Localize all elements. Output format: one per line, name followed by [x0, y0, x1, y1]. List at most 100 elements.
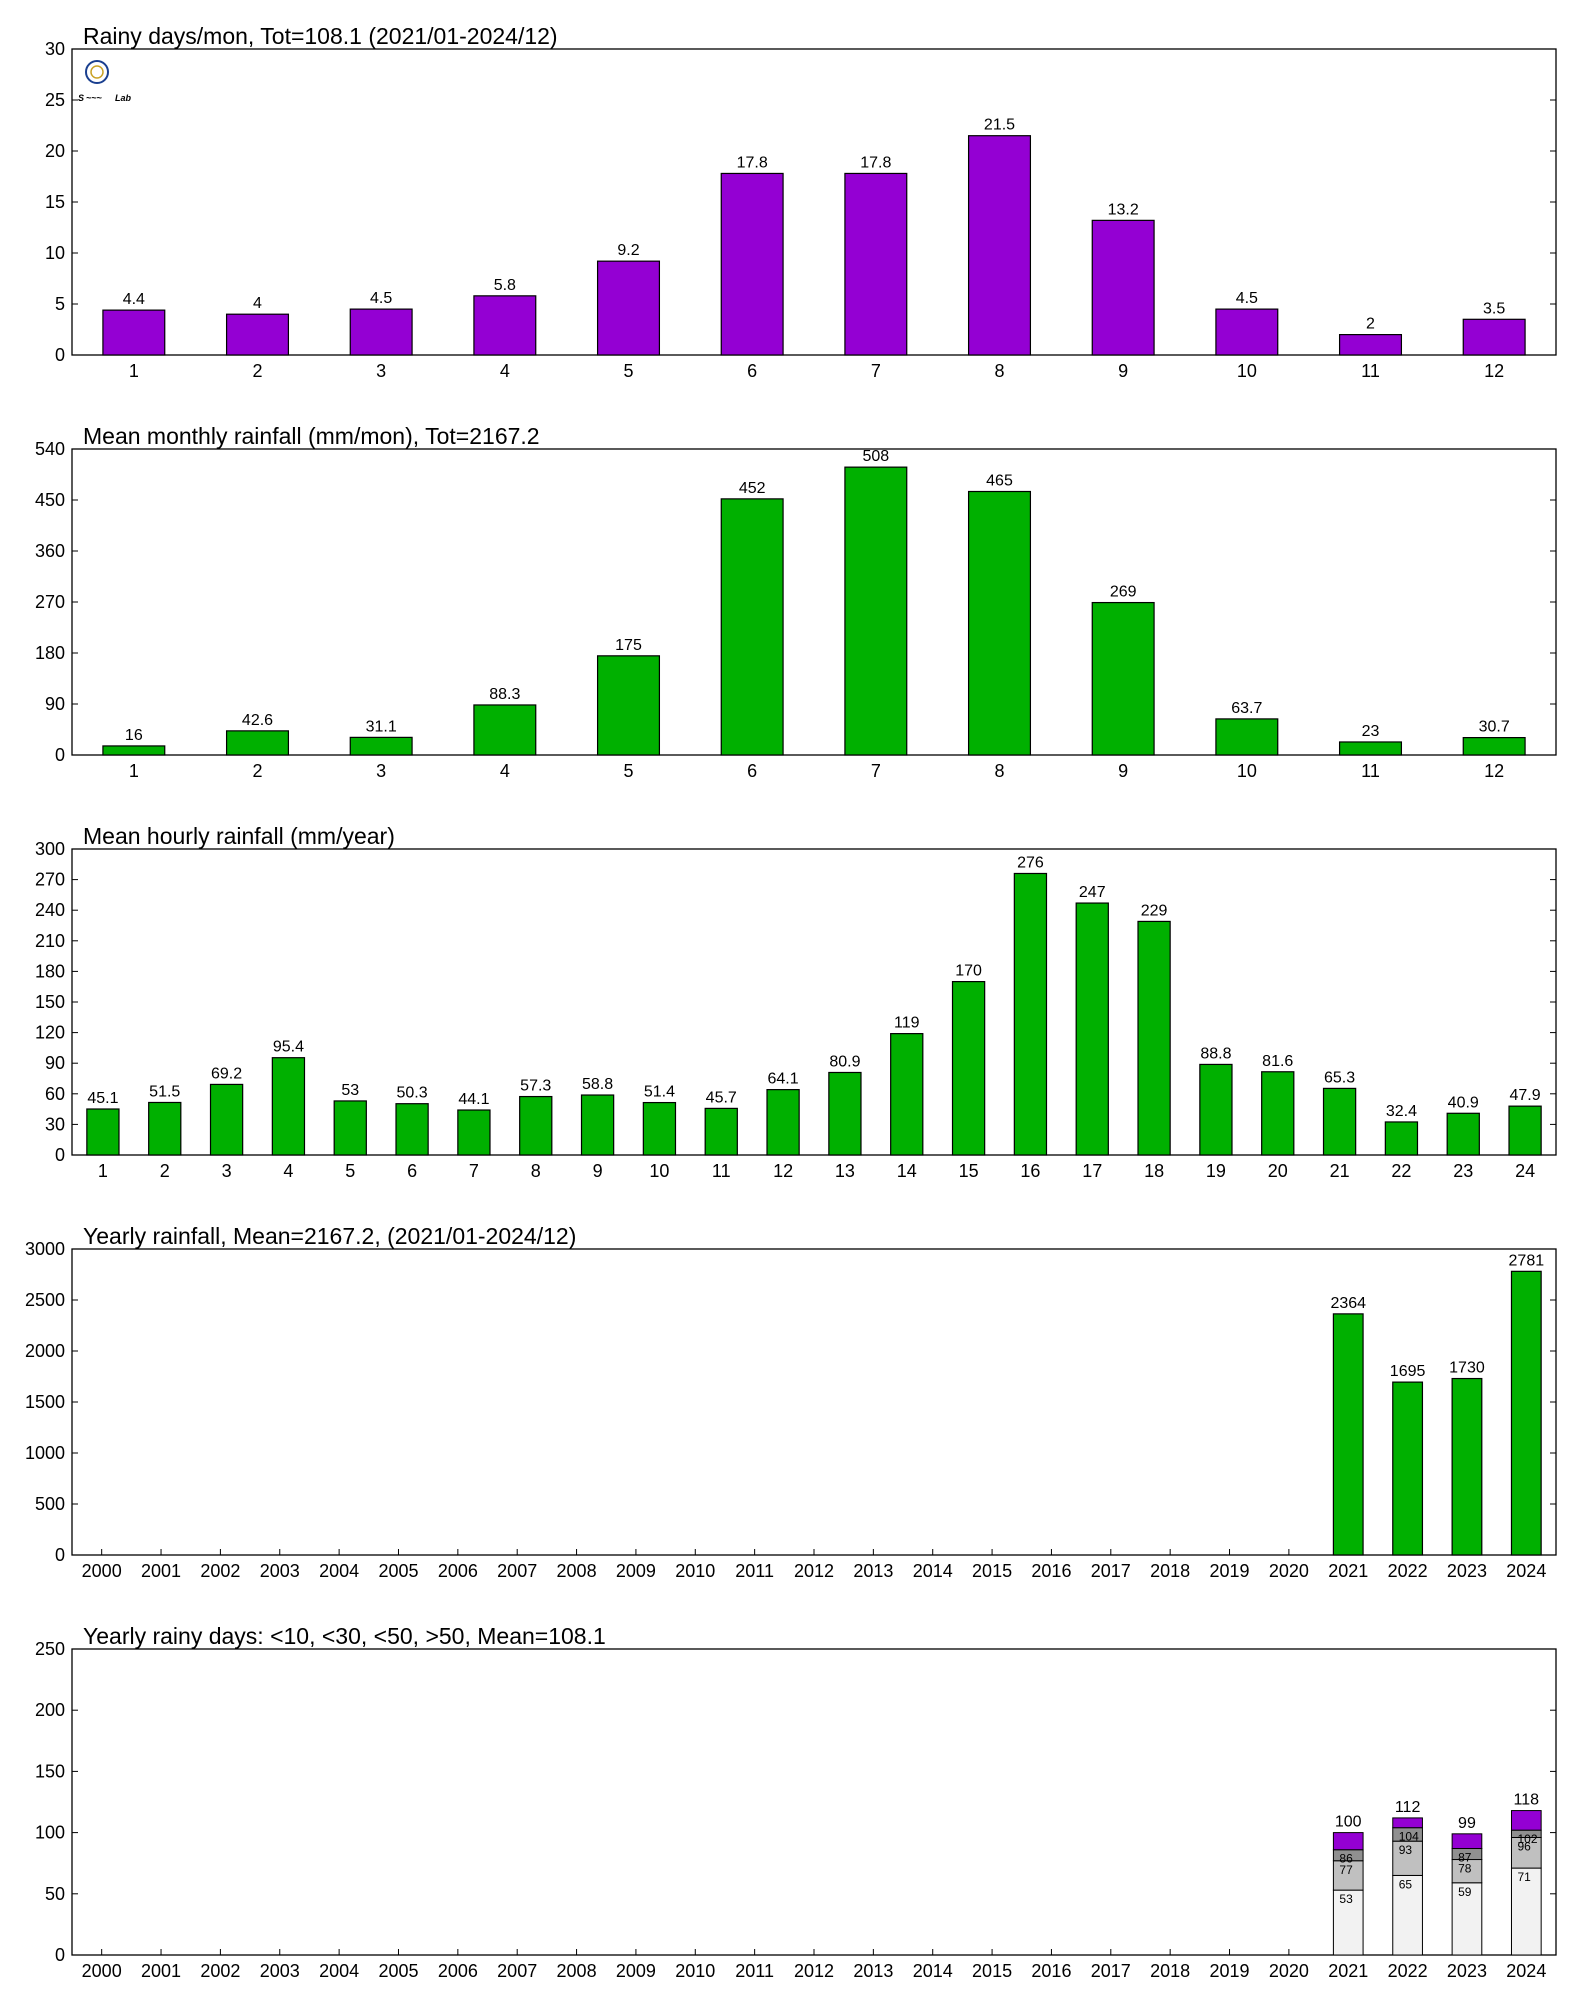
y-tick-label: 150 — [35, 1761, 65, 1781]
data-label: 58.8 — [582, 1076, 613, 1093]
x-tick-label: 7 — [871, 761, 881, 781]
stacked-bar-segment — [1451, 1833, 1483, 1850]
y-tick-label: 3000 — [25, 1239, 65, 1259]
data-label: 2364 — [1330, 1295, 1366, 1312]
y-tick-label: 100 — [35, 1823, 65, 1843]
bar — [1261, 1071, 1295, 1156]
data-label: 2781 — [1509, 1252, 1545, 1269]
logo-text-mid: ~~~ — [86, 93, 103, 103]
x-tick-label: 19 — [1206, 1161, 1226, 1181]
data-label: 2 — [1366, 316, 1375, 333]
stacked-bar-segment — [1510, 1836, 1542, 1869]
data-label: 44.1 — [458, 1091, 489, 1108]
data-label: 170 — [955, 963, 982, 980]
y-tick-label: 500 — [35, 1494, 65, 1514]
x-tick-label: 13 — [835, 1161, 855, 1181]
segment-label: 102 — [1517, 1832, 1537, 1846]
x-tick-label: 20 — [1268, 1161, 1288, 1181]
y-tick-label: 150 — [35, 992, 65, 1012]
x-tick-label: 2005 — [378, 1561, 418, 1581]
data-label: 269 — [1110, 584, 1137, 601]
x-tick-label: 21 — [1330, 1161, 1350, 1181]
segment-label: 59 — [1458, 1885, 1472, 1899]
x-tick-label: 2010 — [675, 1961, 715, 1981]
bar — [1338, 334, 1403, 356]
x-tick-label: 6 — [747, 361, 757, 381]
x-tick-label: 2020 — [1269, 1561, 1309, 1581]
data-label: 65.3 — [1324, 1069, 1355, 1086]
x-tick-label: 3 — [376, 361, 386, 381]
data-label: 64.1 — [768, 1071, 799, 1088]
station-logo: S ~~~ Lab — [78, 60, 132, 103]
bar — [1508, 1105, 1542, 1156]
x-tick-label: 5 — [623, 761, 633, 781]
x-tick-label: 2003 — [260, 1561, 300, 1581]
stacked-bar-segment — [1392, 1817, 1423, 1829]
x-tick-label: 2009 — [616, 1561, 656, 1581]
chart-title: Mean monthly rainfall (mm/mon), Tot=2167… — [83, 423, 540, 449]
bar — [844, 172, 908, 356]
chart-title: Rainy days/mon, Tot=108.1 (2021/01-2024/… — [83, 23, 558, 49]
data-label: 50.3 — [397, 1085, 428, 1102]
x-tick-label: 2014 — [913, 1961, 953, 1981]
bar — [1384, 1121, 1419, 1156]
y-tick-label: 90 — [45, 1053, 65, 1073]
x-tick-label: 9 — [1118, 761, 1128, 781]
bar — [349, 736, 413, 756]
data-label: 247 — [1079, 884, 1106, 901]
x-tick-label: 7 — [871, 361, 881, 381]
x-tick-label: 2020 — [1269, 1961, 1309, 1981]
x-tick-label: 9 — [1118, 361, 1128, 381]
chart-title: Yearly rainfall, Mean=2167.2, (2021/01-2… — [83, 1223, 576, 1249]
x-tick-label: 11 — [1361, 361, 1380, 381]
bar — [1462, 737, 1526, 756]
stacked-bar-segment — [1510, 1810, 1542, 1831]
data-label: 30.7 — [1479, 719, 1510, 736]
data-label: 13.2 — [1108, 201, 1139, 218]
x-tick-label: 2019 — [1209, 1561, 1249, 1581]
bar — [1510, 1270, 1542, 1556]
data-label: 3.5 — [1483, 300, 1505, 317]
y-tick-label: 1000 — [25, 1443, 65, 1463]
segment-label: 71 — [1517, 1870, 1531, 1884]
x-tick-label: 12 — [1484, 361, 1504, 381]
x-tick-label: 8 — [531, 1161, 541, 1181]
segment-label: 65 — [1399, 1877, 1413, 1891]
x-tick-label: 5 — [623, 361, 633, 381]
x-tick-label: 10 — [1237, 761, 1257, 781]
bar — [1392, 1381, 1424, 1556]
x-tick-label: 2011 — [735, 1561, 774, 1581]
x-tick-label: 4 — [500, 761, 510, 781]
x-tick-label: 10 — [649, 1161, 669, 1181]
mean-monthly-rainfall-panel: Mean monthly rainfall (mm/mon), Tot=2167… — [35, 423, 1557, 781]
x-tick-label: 11 — [712, 1161, 731, 1181]
bar — [1215, 308, 1279, 356]
stacked-bar-segment — [1332, 1832, 1364, 1851]
data-label: 16 — [125, 727, 143, 744]
bar — [1462, 318, 1526, 356]
data-label: 4.4 — [123, 291, 145, 308]
bar — [951, 980, 986, 1156]
y-tick-label: 60 — [45, 1084, 65, 1104]
y-tick-label: 2000 — [25, 1341, 65, 1361]
x-tick-label: 1 — [129, 761, 139, 781]
x-tick-label: 2008 — [557, 1561, 597, 1581]
x-tick-label: 12 — [773, 1161, 793, 1181]
x-tick-label: 2001 — [141, 1561, 181, 1581]
bar — [720, 172, 784, 356]
data-label: 119 — [894, 1015, 920, 1032]
x-tick-label: 3 — [376, 761, 386, 781]
x-tick-label: 2024 — [1506, 1961, 1546, 1981]
logo-seal-inner — [90, 65, 104, 79]
bar — [967, 135, 1032, 356]
x-tick-label: 8 — [994, 361, 1004, 381]
segment-label: 87 — [1458, 1851, 1472, 1865]
x-tick-label: 1 — [98, 1161, 108, 1181]
y-tick-label: 30 — [45, 39, 65, 59]
data-label: 53 — [341, 1082, 359, 1099]
y-tick-label: 270 — [35, 870, 65, 890]
bar — [720, 498, 784, 756]
yearly-rainy-days-panel: Yearly rainy days: <10, <30, <50, >50, M… — [35, 1623, 1557, 1981]
y-tick-label: 90 — [45, 694, 65, 714]
